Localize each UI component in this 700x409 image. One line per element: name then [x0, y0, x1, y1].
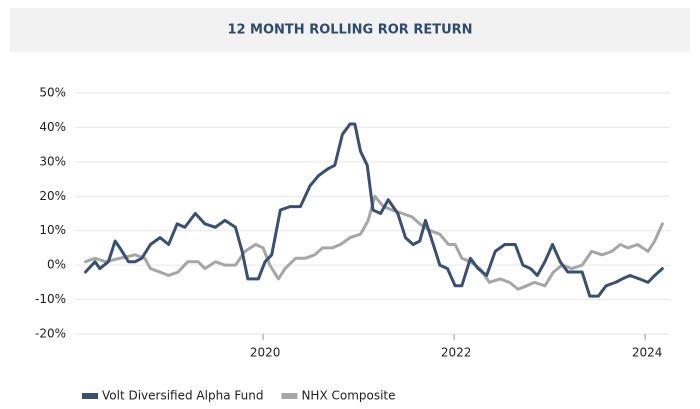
- legend: Volt Diversified Alpha Fund NHX Composite: [82, 389, 396, 403]
- series-line: [84, 122, 664, 298]
- y-tick-label: 20%: [39, 189, 66, 203]
- chart-title: 12 MONTH ROLLING ROR RETURN: [227, 23, 472, 38]
- legend-label: NHX Composite: [301, 389, 395, 403]
- title-bar: [10, 8, 690, 52]
- y-tick-label: -20%: [35, 327, 66, 341]
- y-tick-label: 10%: [39, 223, 66, 237]
- legend-swatch: [82, 393, 98, 399]
- y-tick-label: 30%: [39, 154, 66, 168]
- y-tick-label: 0%: [47, 258, 66, 272]
- grid: -20% -10% 0% 10% 20% 30% 40% 50% 2020 2022 2024: [35, 86, 670, 360]
- legend-swatch: [281, 393, 298, 399]
- y-tick-label: -10%: [35, 292, 66, 306]
- x-tick-label: 2020: [250, 346, 281, 360]
- lines: [84, 122, 664, 298]
- x-tick-label: 2024: [632, 346, 663, 360]
- y-tick-label: 40%: [39, 120, 66, 134]
- series-line: [84, 194, 664, 291]
- legend-label: Volt Diversified Alpha Fund: [102, 389, 263, 403]
- x-tick-label: 2022: [441, 346, 472, 360]
- y-tick-label: 50%: [39, 86, 66, 100]
